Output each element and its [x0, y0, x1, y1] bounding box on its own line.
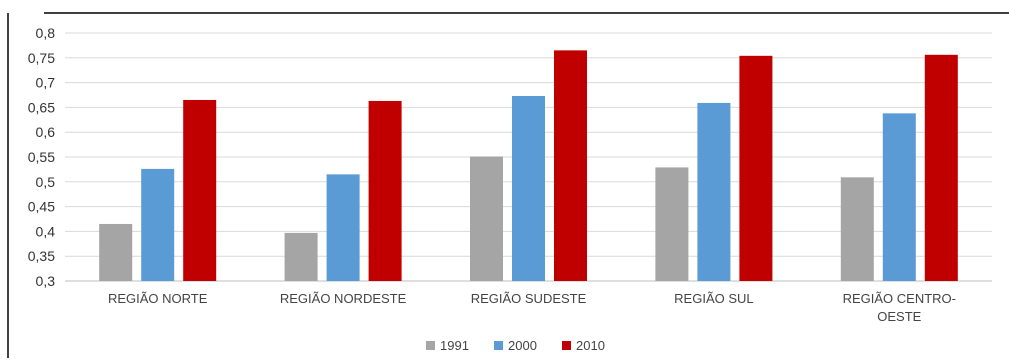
bars	[99, 50, 958, 282]
y-tick-label: 0,3	[36, 273, 56, 289]
bar-2000	[512, 95, 545, 281]
x-tick-label: REGIÃO NORTE	[108, 291, 208, 306]
y-tick-label: 0,6	[36, 124, 56, 140]
y-tick-label: 0,5	[36, 174, 56, 190]
x-tick-label: REGIÃO SUDESTE	[471, 291, 587, 306]
bar-1991	[284, 232, 318, 281]
legend-label: 2000	[508, 338, 537, 353]
bar-2000	[326, 174, 360, 281]
y-axis: 0,8 0,75 0,7 0,65 0,6 0,55 0,5 0,45 0,4 0,35 0,3	[28, 25, 55, 289]
x-tick-label: REGIÃO SUL	[674, 291, 753, 306]
legend-swatch	[426, 341, 435, 350]
bar-1991	[840, 177, 874, 281]
y-tick-label: 0,7	[36, 75, 56, 91]
y-tick-label: 0,75	[28, 50, 55, 66]
bar-2010	[739, 55, 773, 281]
y-tick-label: 0,4	[36, 223, 56, 239]
bar-2010	[183, 99, 217, 282]
x-tick-label: OESTE	[877, 309, 921, 324]
legend-swatch	[562, 341, 571, 350]
x-tick-label: REGIÃO NORDESTE	[280, 291, 407, 306]
y-tick-label: 0,65	[28, 99, 55, 115]
y-tick-label: 0,55	[28, 149, 55, 165]
bar-2000	[697, 102, 731, 281]
x-axis: REGIÃO NORTE REGIÃO NORDESTE REGIÃO SUDEST…	[108, 291, 956, 324]
y-tick-label: 0,45	[28, 199, 55, 215]
bar-2000	[141, 168, 175, 281]
bar-1991	[99, 223, 133, 281]
legend-swatch	[494, 341, 503, 350]
y-tick-label: 0,35	[28, 248, 55, 264]
x-tick-label: REGIÃO CENTRO-	[843, 291, 956, 306]
bar-2010	[368, 100, 402, 282]
bar-1991	[470, 156, 503, 281]
bar-2000	[882, 113, 916, 282]
bar-2010	[924, 54, 958, 281]
bar-1991	[655, 167, 689, 281]
legend: 1991 2000 2010	[426, 338, 605, 353]
legend-label: 1991	[440, 338, 469, 353]
bar-2010	[554, 50, 587, 281]
y-tick-label: 0,8	[36, 25, 56, 41]
legend-label: 2010	[576, 338, 605, 353]
